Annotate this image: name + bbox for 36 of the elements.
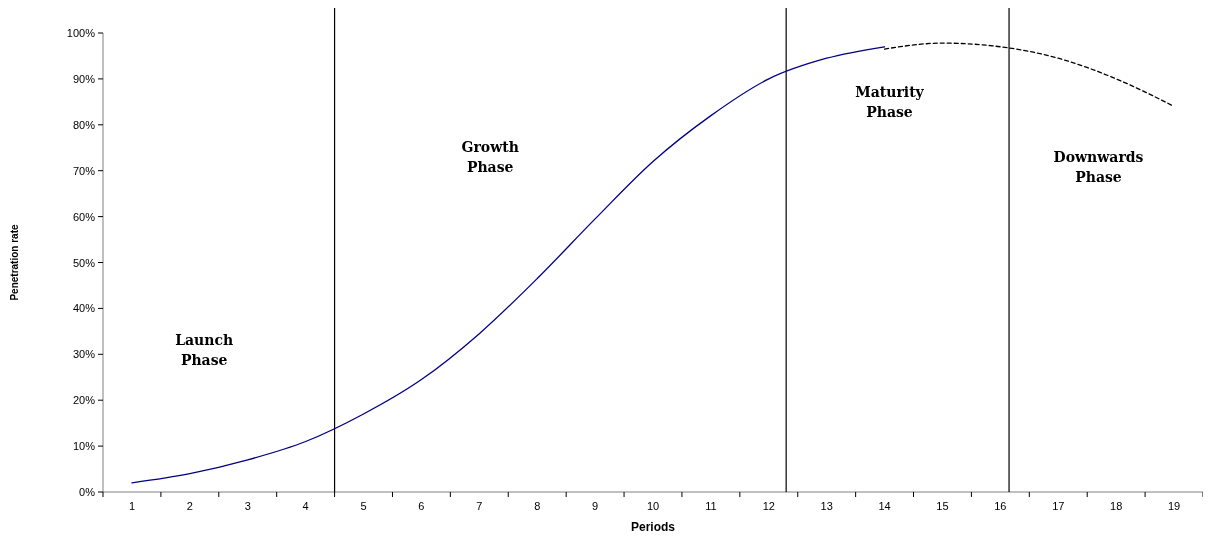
y-tick-label: 90% [72,72,96,85]
y-tick-label: 40% [72,302,96,315]
x-tick-label: 18 [1110,500,1123,512]
x-axis-title: Periods [630,520,676,534]
x-tick-label: 19 [1167,500,1181,512]
x-tick-label: 17 [1052,500,1065,512]
annotation: Launch Phase [175,332,234,369]
x-tick-label: 10 [646,500,660,512]
x-tick-label: 16 [994,500,1007,512]
x-tick-label: 13 [820,500,833,512]
x-tick-label: 1 [128,500,136,512]
x-tick-label: 14 [878,500,891,512]
x-tick-label: 9 [592,500,599,512]
y-axis-title: Penetration rate [9,224,20,301]
y-tick-label: 10% [72,440,96,453]
x-tick-label: 12 [762,500,775,512]
x-tick-label: 6 [418,500,425,512]
y-tick-label: 60% [72,210,96,223]
x-tick-label: 5 [360,500,367,512]
x-tick-label: 3 [244,500,251,512]
y-tick-label: 50% [72,256,96,269]
x-tick-label: 7 [476,500,483,512]
x-tick-label: 11 [705,500,717,512]
annotation: Maturity Phase [855,84,925,121]
y-tick-label: 20% [72,394,96,407]
x-tick-label: 2 [186,500,193,512]
y-tick-label: 80% [72,118,96,131]
y-tick-label: 0% [79,486,96,498]
x-tick-label: 15 [936,500,949,512]
y-tick-label: 70% [72,164,96,177]
x-tick-label: 8 [534,500,541,512]
annotation: Growth Phase [461,139,519,176]
y-tick-label: 30% [72,348,96,361]
annotation: Downwards Phase [1053,148,1144,185]
y-tick-label: 100% [66,27,96,39]
x-tick-label: 4 [302,500,309,512]
